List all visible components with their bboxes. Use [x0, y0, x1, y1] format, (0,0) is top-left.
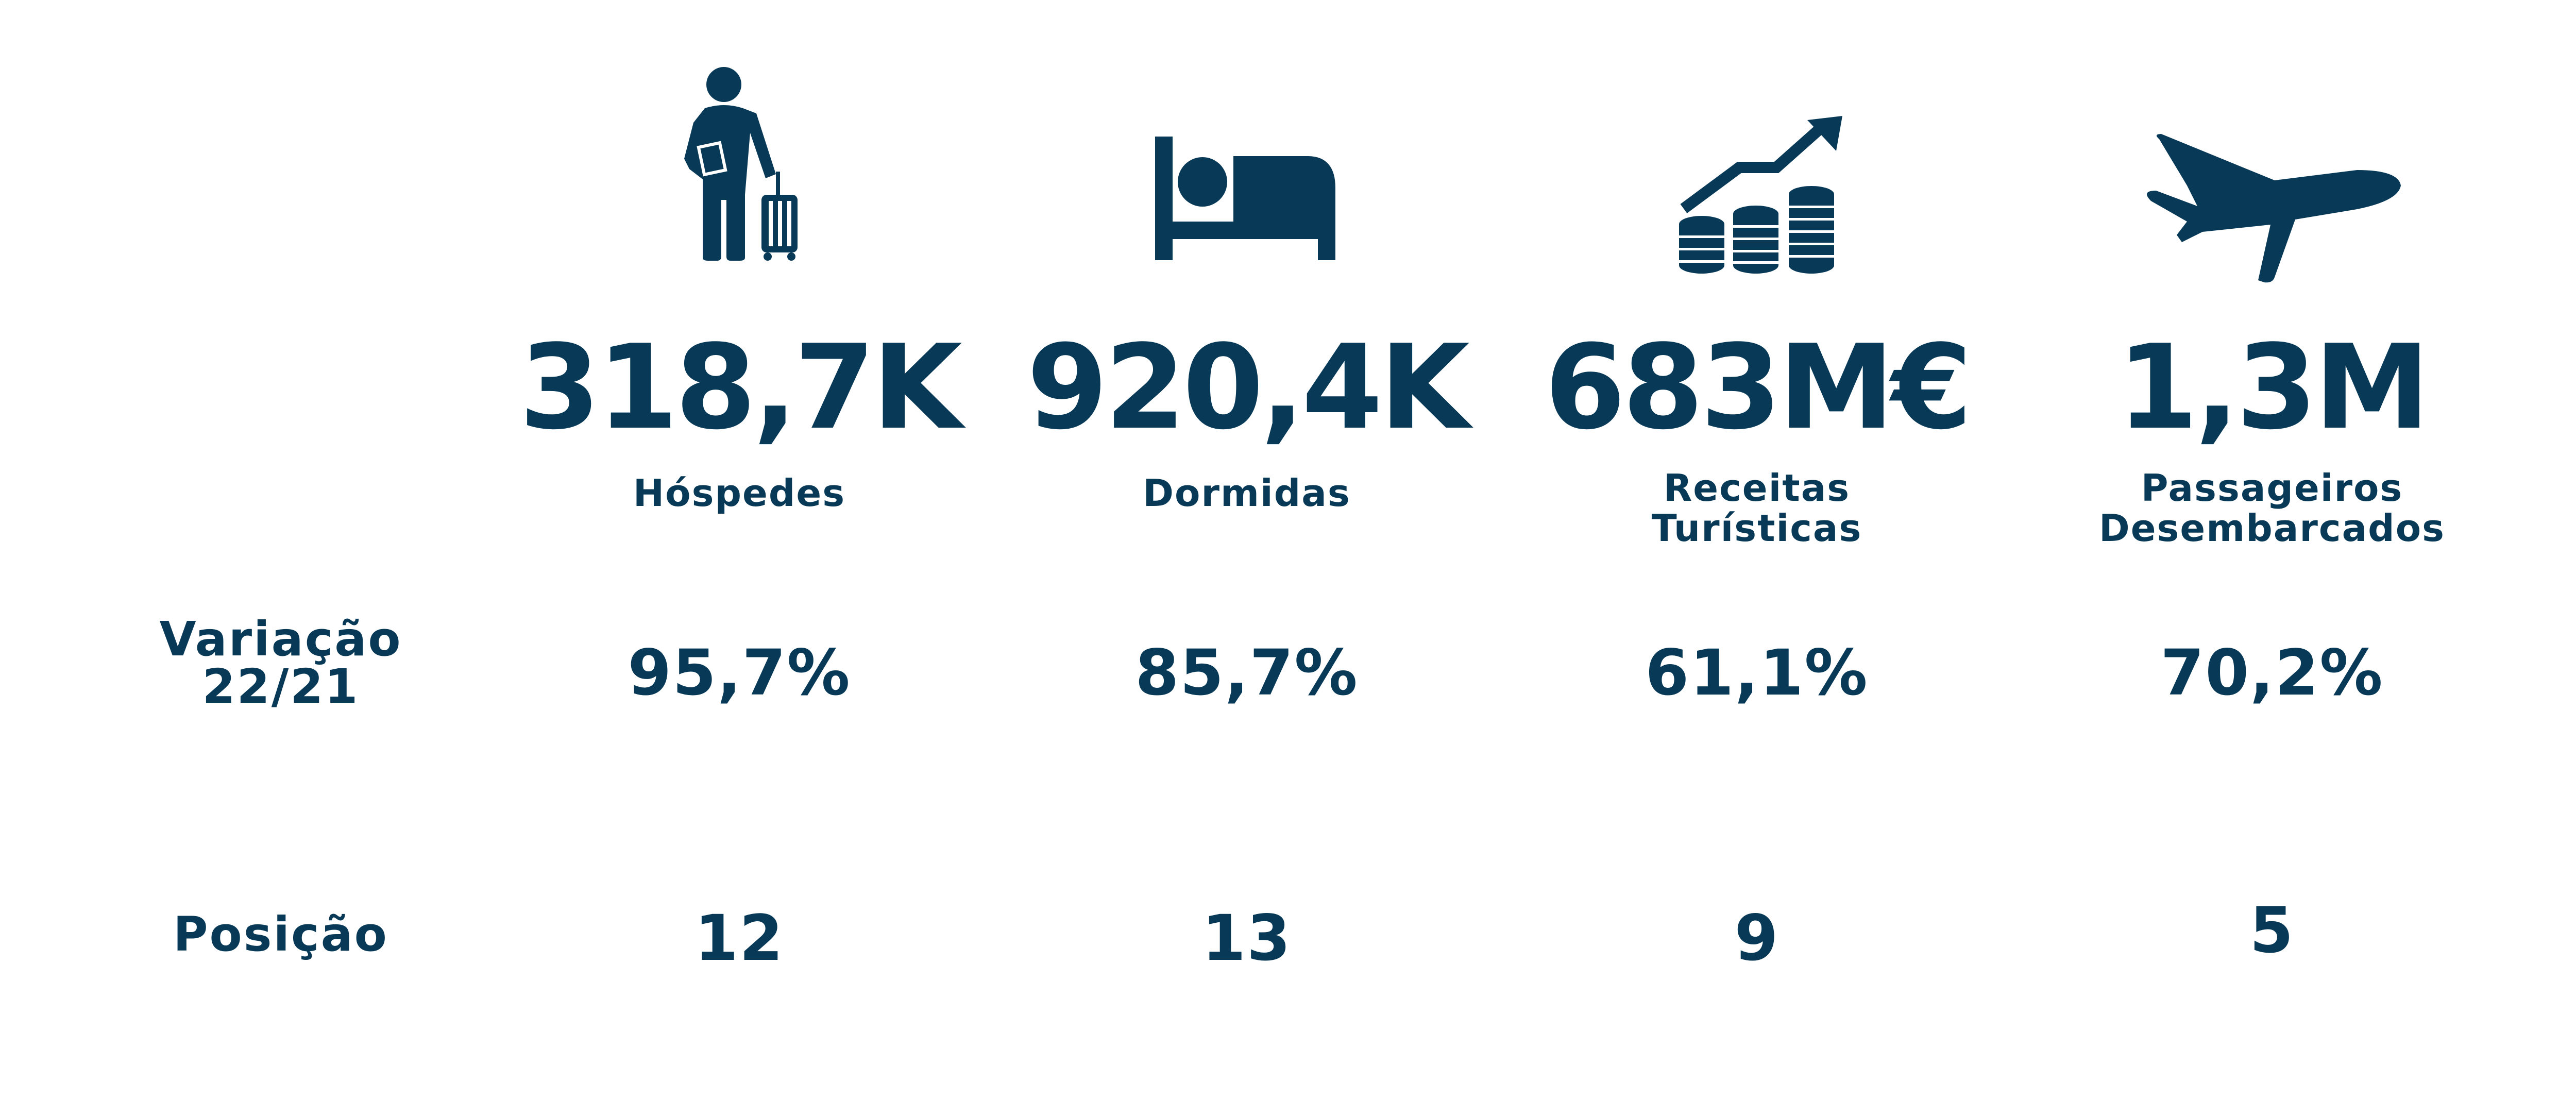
metric-value-receitas: 683M€ — [1545, 320, 1972, 455]
variation-row-label: Variação 22/21 — [100, 616, 461, 711]
position-value-receitas: 9 — [1734, 902, 1780, 975]
metric-label-receitas: Receitas Turísticas — [1473, 468, 2040, 548]
metric-label-passageiros: Passageiros Desembarcados — [1989, 468, 2555, 548]
position-value-hospedes: 12 — [694, 902, 784, 975]
metric-label-dormidas: Dormidas — [963, 473, 1530, 513]
metric-value-passageiros: 1,3M — [2117, 320, 2430, 455]
position-value-passageiros: 5 — [2249, 894, 2295, 967]
variation-row-label-line-1: Variação — [159, 612, 402, 667]
metric-label-receitas-line-2: Turísticas — [1651, 506, 1862, 550]
traveler-with-suitcase-icon — [679, 66, 818, 262]
metric-label-receitas-line-1: Receitas — [1663, 466, 1851, 510]
variation-value-hospedes: 95,7% — [628, 636, 851, 709]
position-value-dormidas: 13 — [1202, 902, 1292, 975]
metric-label-passageiros-line-1: Passageiros — [2141, 466, 2403, 510]
position-row-label: Posição — [173, 907, 388, 962]
metric-label-passageiros-line-2: Desembarcados — [2098, 506, 2446, 550]
coins-growth-icon — [1679, 116, 1843, 276]
metric-value-hospedes: 318,7K — [519, 320, 962, 455]
metric-value-dormidas: 920,4K — [1027, 320, 1470, 455]
metric-label-hospedes: Hóspedes — [456, 473, 1023, 513]
metric-label-dormidas-line: Dormidas — [1143, 471, 1351, 515]
variation-value-passageiros: 70,2% — [2160, 636, 2384, 709]
airplane-icon — [2141, 134, 2403, 289]
variation-value-receitas: 61,1% — [1645, 636, 1869, 709]
variation-value-dormidas: 85,7% — [1135, 636, 1359, 709]
bed-icon — [1155, 137, 1335, 260]
variation-row-label-line-2: 22/21 — [202, 659, 360, 714]
metric-label-hospedes-line: Hóspedes — [633, 471, 846, 515]
